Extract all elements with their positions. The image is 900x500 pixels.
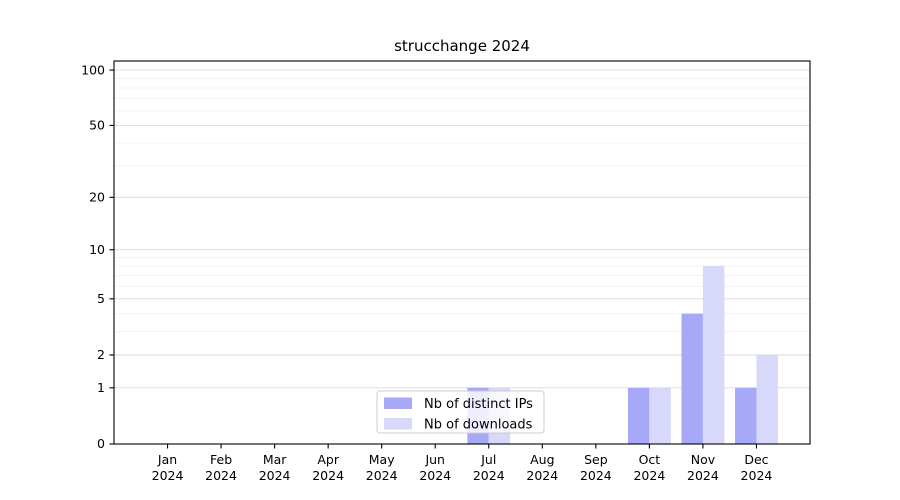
x-tick-label-month: Feb bbox=[210, 452, 232, 467]
x-tick-label-month: Mar bbox=[263, 452, 287, 467]
bar-distinct-ips bbox=[681, 313, 703, 444]
x-tick-label-year: 2024 bbox=[687, 468, 719, 483]
x-tick-label-month: Apr bbox=[317, 452, 339, 467]
y-tick-label: 100 bbox=[81, 62, 105, 77]
y-tick-label: 0 bbox=[97, 436, 105, 451]
x-tick-label-year: 2024 bbox=[419, 468, 451, 483]
bar-distinct-ips bbox=[735, 387, 757, 444]
x-tick-label-month: May bbox=[369, 452, 395, 467]
x-tick-label-year: 2024 bbox=[526, 468, 558, 483]
x-tick-label-year: 2024 bbox=[741, 468, 773, 483]
bar-downloads bbox=[702, 265, 725, 444]
legend-label-distinct-ips: Nb of distinct IPs bbox=[424, 397, 533, 412]
y-tick-label: 1 bbox=[97, 380, 105, 395]
x-tick-label-month: Aug bbox=[530, 452, 554, 467]
legend-box bbox=[376, 390, 545, 434]
y-tick-label: 50 bbox=[89, 118, 105, 133]
x-tick-label-year: 2024 bbox=[366, 468, 398, 483]
y-tick-label: 2 bbox=[97, 347, 105, 362]
chart-title: strucchange 2024 bbox=[394, 37, 530, 55]
x-tick-label-month: Jan bbox=[157, 452, 177, 467]
bar-downloads bbox=[649, 387, 671, 444]
x-tick-label-month: Jun bbox=[424, 452, 445, 467]
y-tick-label: 10 bbox=[89, 242, 105, 257]
legend-swatch-distinct-ips bbox=[384, 397, 412, 409]
plot-frame bbox=[113, 60, 811, 445]
x-tick-label-month: Dec bbox=[744, 452, 768, 467]
legend-label-downloads: Nb of downloads bbox=[424, 418, 533, 433]
x-tick-label-year: 2024 bbox=[473, 468, 505, 483]
x-tick-label-year: 2024 bbox=[205, 468, 237, 483]
bar-distinct-ips bbox=[627, 387, 650, 444]
legend-swatch-downloads bbox=[384, 418, 412, 430]
x-tick-label-year: 2024 bbox=[152, 468, 184, 483]
x-tick-label-year: 2024 bbox=[633, 468, 665, 483]
x-tick-label-year: 2024 bbox=[259, 468, 291, 483]
x-tick-label-year: 2024 bbox=[312, 468, 344, 483]
legend: Nb of distinct IPs Nb of downloads bbox=[376, 390, 545, 434]
x-tick-label-year: 2024 bbox=[580, 468, 612, 483]
x-tick-label-month: Nov bbox=[691, 452, 716, 467]
x-tick-label-month: Sep bbox=[584, 452, 608, 467]
y-tick-label: 20 bbox=[89, 190, 105, 205]
x-tick-label-month: Jul bbox=[480, 452, 496, 467]
y-tick-label: 5 bbox=[97, 291, 105, 306]
bar-downloads bbox=[756, 354, 778, 444]
x-tick-label-month: Oct bbox=[639, 452, 661, 467]
